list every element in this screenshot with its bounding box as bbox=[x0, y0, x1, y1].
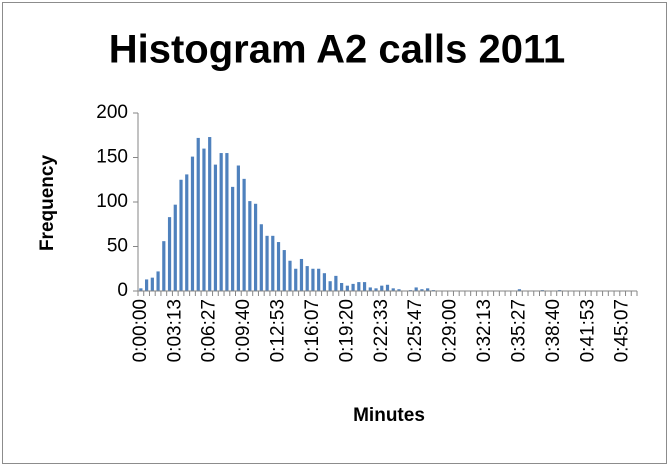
x-tick-label: 0:35:27 bbox=[508, 299, 529, 362]
bar bbox=[236, 165, 240, 291]
x-tick-label: 0:38:40 bbox=[543, 299, 564, 362]
x-tick-label: 0:45:07 bbox=[612, 299, 633, 362]
bar bbox=[368, 287, 372, 291]
bar bbox=[374, 288, 378, 291]
bar bbox=[265, 235, 269, 291]
x-tick-label: 0:16:07 bbox=[302, 299, 323, 362]
bar bbox=[357, 282, 361, 291]
x-tick-label: 0:32:13 bbox=[474, 299, 495, 362]
bar bbox=[362, 282, 367, 291]
x-tick-label: 0:41:53 bbox=[577, 299, 598, 362]
bar bbox=[311, 268, 315, 291]
x-tick-label: 0:25:47 bbox=[405, 299, 426, 362]
y-tick-label: 150 bbox=[96, 147, 128, 168]
bar bbox=[334, 275, 338, 291]
x-tick-label: 0:29:00 bbox=[440, 299, 461, 362]
y-tick-label: 100 bbox=[96, 191, 128, 212]
y-tick-label: 0 bbox=[117, 280, 128, 301]
bar bbox=[190, 156, 195, 291]
bar bbox=[248, 201, 252, 291]
x-tick-label: 0:19:20 bbox=[336, 299, 357, 362]
bar bbox=[420, 289, 424, 291]
y-axis-title: Frequency bbox=[37, 155, 58, 252]
bar bbox=[231, 186, 235, 291]
bar bbox=[276, 242, 281, 291]
x-tick-label: 0:12:53 bbox=[268, 299, 289, 362]
bar bbox=[145, 279, 149, 291]
x-tick-label: 0:09:40 bbox=[233, 299, 254, 362]
bar bbox=[185, 174, 189, 291]
bar bbox=[305, 266, 309, 291]
bar bbox=[219, 153, 223, 291]
bar bbox=[322, 273, 327, 291]
bar bbox=[340, 282, 344, 291]
bar bbox=[173, 204, 177, 291]
x-axis-title: Minutes bbox=[353, 405, 425, 426]
y-tick-label: 200 bbox=[96, 102, 128, 123]
bar bbox=[150, 277, 154, 291]
x-tick-label: 0:22:33 bbox=[371, 299, 392, 362]
bar bbox=[196, 137, 200, 291]
bar bbox=[139, 288, 143, 291]
chart-title: Histogram A2 calls 2011 bbox=[109, 28, 566, 72]
bar bbox=[385, 284, 390, 291]
x-tick-label: 0:06:27 bbox=[199, 299, 220, 362]
y-tick-label: 50 bbox=[107, 236, 128, 257]
bar bbox=[259, 224, 263, 291]
bar bbox=[517, 289, 522, 291]
bar bbox=[225, 153, 229, 291]
bar bbox=[282, 250, 286, 291]
bar bbox=[253, 203, 258, 291]
bar bbox=[156, 271, 160, 291]
x-tick-label: 0:03:13 bbox=[164, 299, 185, 362]
bar bbox=[397, 289, 401, 291]
bar bbox=[345, 285, 349, 291]
bar bbox=[167, 217, 172, 291]
bar bbox=[271, 235, 275, 291]
bar bbox=[299, 258, 304, 291]
x-tick-label: 0:00:00 bbox=[130, 299, 151, 362]
bar bbox=[162, 241, 166, 291]
bar bbox=[414, 287, 418, 291]
bar bbox=[294, 268, 298, 291]
bar bbox=[328, 281, 332, 291]
bar bbox=[242, 178, 246, 291]
bar bbox=[426, 288, 430, 291]
bar bbox=[202, 148, 206, 291]
bar bbox=[288, 260, 292, 291]
bar bbox=[391, 288, 395, 291]
bar bbox=[351, 283, 355, 291]
bar bbox=[208, 137, 212, 291]
bar bbox=[179, 179, 183, 291]
bar bbox=[213, 164, 218, 291]
bar bbox=[380, 285, 384, 291]
bar bbox=[317, 268, 321, 291]
